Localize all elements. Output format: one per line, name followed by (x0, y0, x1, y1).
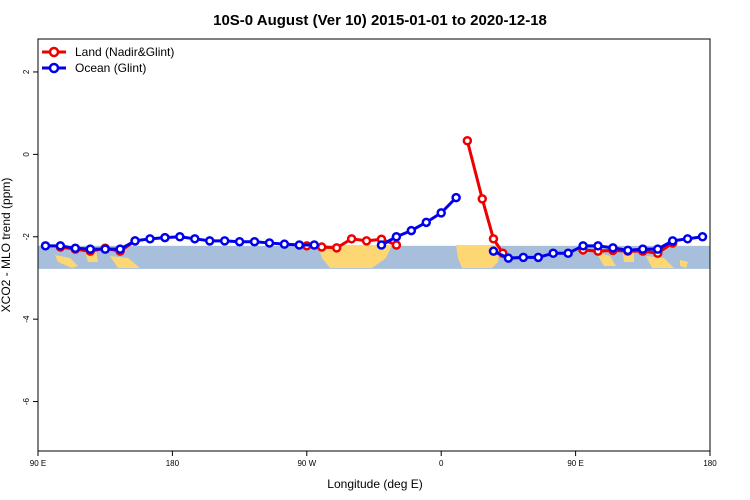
ocean-data-point (160, 232, 170, 243)
ocean-data-point (40, 241, 51, 251)
plot-series (40, 136, 708, 263)
land-data-point (331, 243, 342, 253)
y-tick-label: -2 (22, 233, 31, 241)
x-axis-label: Longitude (deg E) (327, 477, 422, 491)
x-tick-label: 180 (166, 459, 180, 468)
land-shape (55, 255, 78, 268)
ocean-data-point (264, 238, 275, 248)
ocean-data-point (309, 240, 320, 250)
x-tick-label: 90 W (297, 459, 316, 468)
ocean-data-point (249, 236, 260, 247)
ocean-data-point (376, 240, 387, 250)
chart-title: 10S-0 August (Ver 10) 2015-01-01 to 2020… (213, 12, 547, 29)
ocean-data-point (130, 236, 140, 246)
ocean-data-point (533, 252, 544, 263)
ocean-data-point (190, 234, 200, 244)
legend-land-marker (48, 46, 60, 58)
land-data-point (477, 194, 488, 204)
ocean-data-point (279, 239, 290, 249)
ocean-data-point (436, 208, 446, 218)
legend-ocean-marker (48, 62, 60, 74)
ocean-data-point (115, 244, 125, 254)
ocean-data-point (451, 192, 461, 203)
ocean-data-point (682, 234, 693, 244)
ocean-data-point (667, 236, 678, 246)
land-shape (110, 256, 140, 268)
land-shape (596, 252, 616, 266)
land-data-point (316, 242, 327, 252)
x-tick-label: 90 E (567, 459, 583, 468)
ocean-data-point (421, 217, 432, 228)
ocean-data-point (294, 240, 305, 250)
land-shape (646, 256, 674, 268)
legend: Land (Nadir&Glint) Ocean (Glint) (42, 45, 174, 75)
x-tick-label: 90 E (30, 459, 46, 468)
x-tick-label: 180 (703, 459, 717, 468)
land-data-point (346, 234, 357, 244)
plot-frame (37, 38, 711, 452)
land-data-point (488, 234, 499, 244)
ocean-data-point (204, 236, 215, 246)
land-data-point (462, 136, 473, 146)
ocean-data-point (608, 243, 618, 253)
ocean-data-point (697, 232, 708, 242)
ocean-data-point (518, 252, 529, 263)
legend-ocean-label: Ocean (Glint) (75, 61, 146, 75)
y-tick-label: 0 (22, 152, 31, 157)
ocean-data-point (100, 244, 110, 254)
y-axis: 2 0 -2 -4 -6 (22, 69, 38, 405)
ocean-data-point (70, 243, 81, 254)
ocean-data-point (406, 225, 417, 236)
ocean-data-point (548, 248, 558, 258)
ocean-data-point (219, 236, 230, 246)
y-tick-label: 2 (22, 69, 31, 74)
ocean-data-point (578, 241, 588, 251)
land-shape (680, 260, 688, 268)
ocean-data-point (391, 232, 402, 242)
x-axis: 90 E 180 90 W 0 90 E 180 (30, 451, 717, 468)
ocean-data-point (55, 241, 66, 251)
ocean-data-point (623, 245, 633, 256)
x-tick-label: 0 (439, 459, 444, 468)
y-tick-label: -6 (22, 397, 31, 405)
ocean-data-point (234, 236, 245, 247)
land-series-line (465, 140, 505, 255)
ocean-data-point (593, 241, 603, 251)
ocean-data-point (563, 248, 573, 258)
y-axis-label: XCO2 - MLO trend (ppm) (0, 178, 13, 313)
ocean-data-point (503, 253, 514, 263)
land-data-point (391, 240, 402, 250)
ocean-data-point (652, 244, 663, 254)
y-tick-label: -4 (22, 315, 31, 323)
land-data-point (361, 236, 372, 246)
ocean-data-point (85, 244, 96, 254)
ocean-data-point (175, 232, 185, 242)
ocean-data-point (638, 244, 648, 254)
legend-land-label: Land (Nadir&Glint) (75, 45, 174, 59)
ocean-data-point (145, 234, 155, 244)
ocean-data-point (488, 246, 499, 256)
